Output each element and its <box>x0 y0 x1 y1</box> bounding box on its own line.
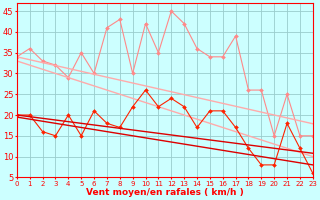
X-axis label: Vent moyen/en rafales ( km/h ): Vent moyen/en rafales ( km/h ) <box>86 188 244 197</box>
